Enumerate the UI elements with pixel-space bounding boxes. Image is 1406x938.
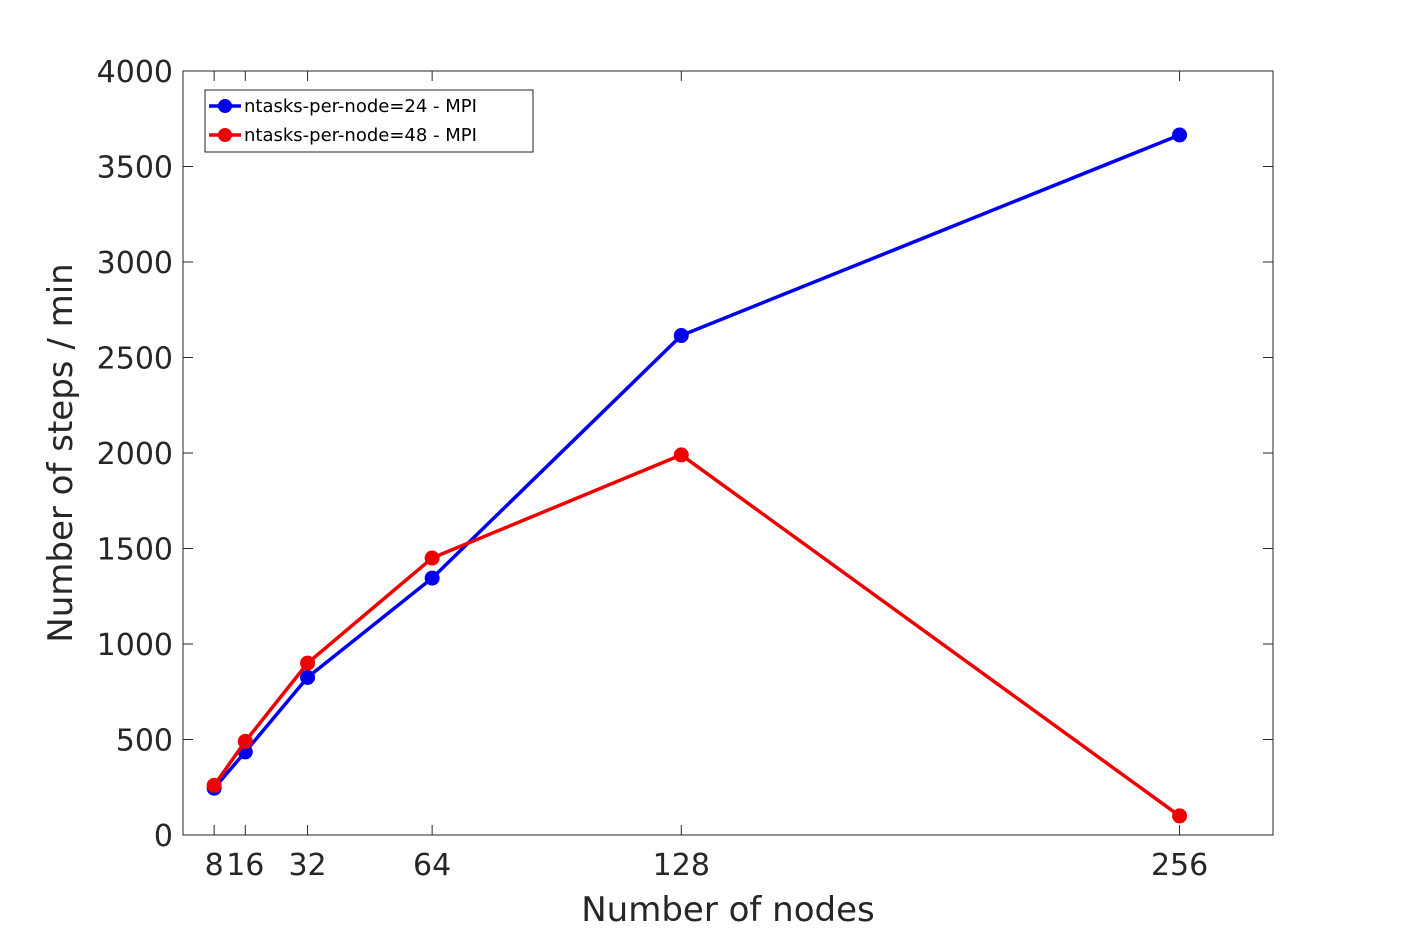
- y-tick-label: 1000: [97, 628, 173, 663]
- legend-marker: [218, 128, 232, 142]
- data-point: [237, 733, 253, 749]
- y-tick-label: 0: [154, 819, 173, 854]
- y-tick-label: 2000: [97, 437, 173, 472]
- ticks: 0 500 1000 1500 2000 2500 3000 3500 4000 8 16 32 64 1…: [97, 55, 1273, 883]
- data-point: [424, 550, 440, 566]
- series-line: [212, 133, 1181, 790]
- series-line: [212, 453, 1181, 818]
- plot-area: [182, 70, 1274, 836]
- data-point: [673, 447, 689, 463]
- series-2: [206, 447, 1188, 824]
- series-layer: [206, 127, 1188, 824]
- data-point: [673, 328, 689, 344]
- data-point: [300, 655, 316, 671]
- y-tick-label: 500: [116, 724, 173, 759]
- y-tick-label: 1500: [97, 533, 173, 568]
- legend-box: [204, 89, 534, 153]
- x-tick-label: 32: [288, 848, 326, 883]
- y-axis-title: Number of steps / min: [41, 263, 81, 642]
- data-point: [206, 777, 222, 793]
- data-point: [424, 570, 440, 586]
- x-tick-label: 8: [205, 848, 224, 883]
- legend: ntasks-per-node=24 - MPI ntasks-per-node=…: [204, 89, 534, 153]
- x-axis-title: Number of nodes: [581, 890, 875, 930]
- legend-label: ntasks-per-node=24 - MPI: [244, 96, 477, 117]
- data-point: [1172, 808, 1188, 824]
- data-point: [1172, 127, 1188, 143]
- legend-label: ntasks-per-node=48 - MPI: [244, 125, 477, 146]
- y-tick-label: 2500: [97, 342, 173, 377]
- legend-marker: [218, 99, 232, 113]
- x-tick-label: 64: [413, 848, 451, 883]
- x-tick-label: 128: [653, 848, 710, 883]
- y-tick-label: 3000: [97, 246, 173, 281]
- x-tick-label: 256: [1151, 848, 1208, 883]
- y-tick-label: 4000: [97, 55, 173, 90]
- y-tick-label: 3500: [97, 151, 173, 186]
- x-tick-label: 16: [226, 848, 264, 883]
- data-point: [300, 669, 316, 685]
